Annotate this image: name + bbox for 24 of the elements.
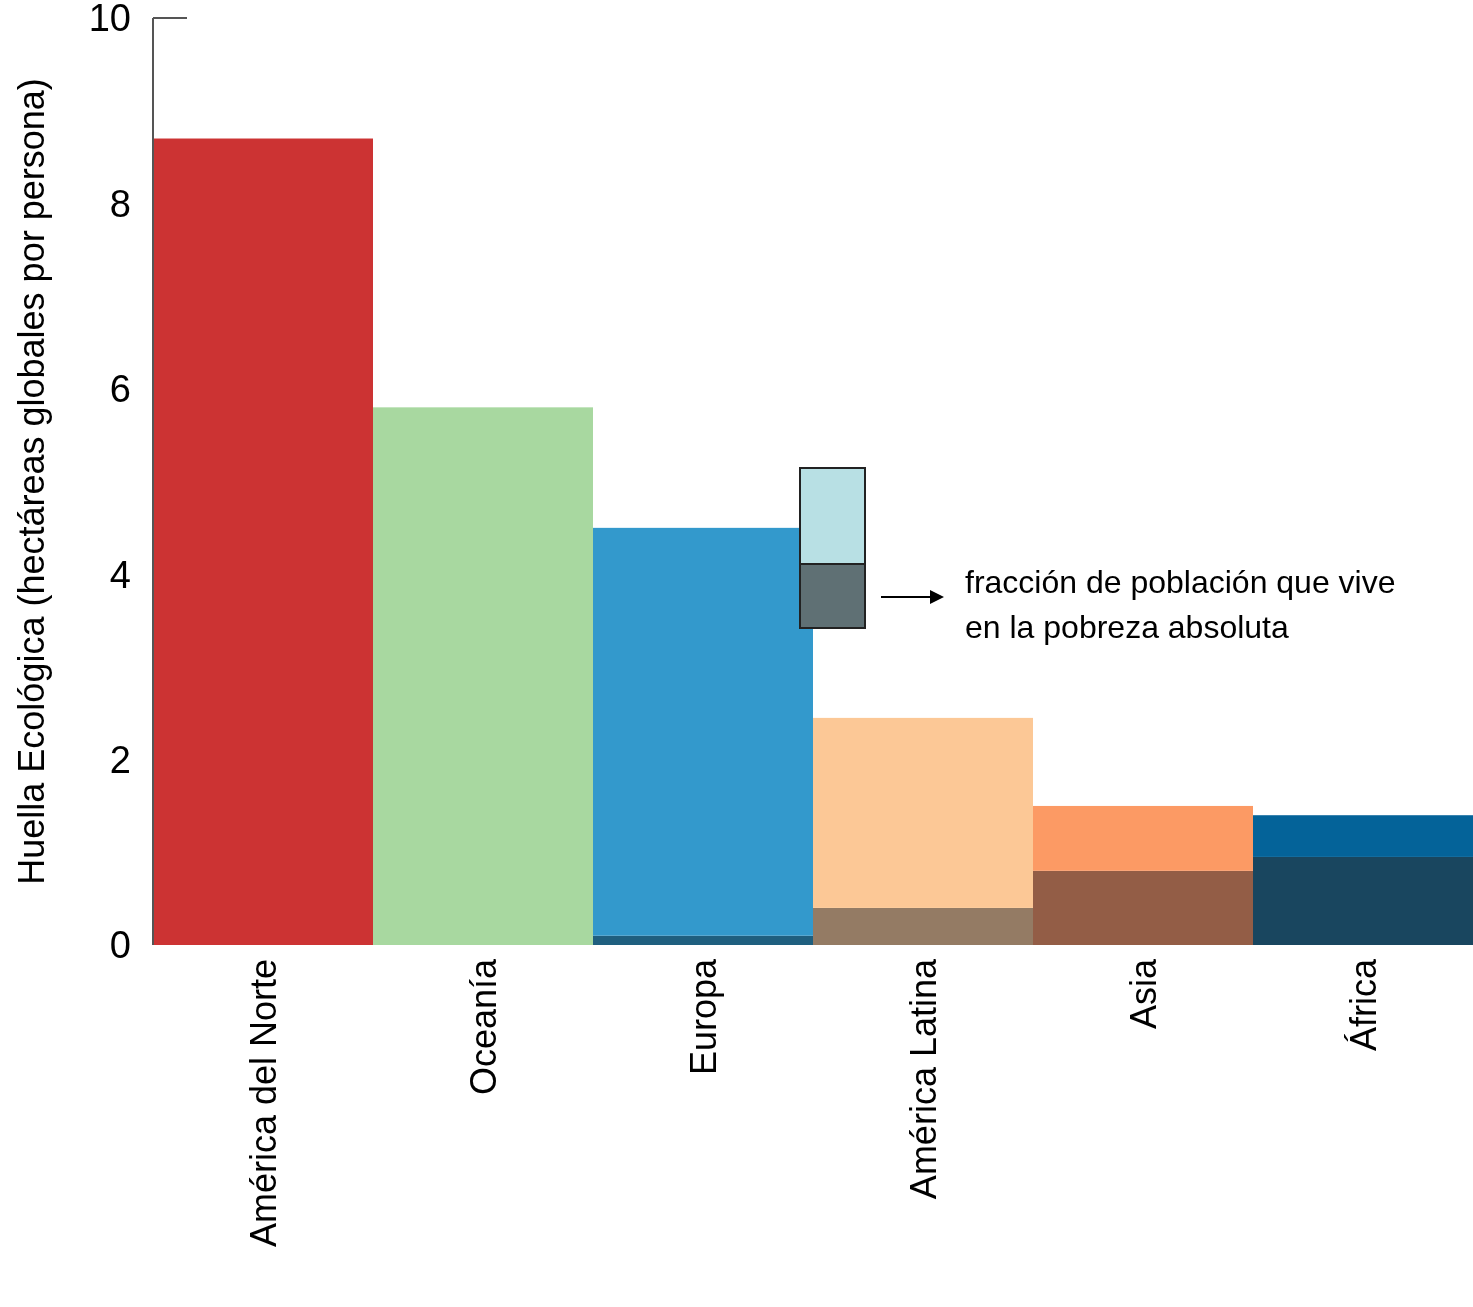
y-tick-label: 8 <box>109 182 131 225</box>
text: fracción de población que vive en la pobreza absoluta <box>965 564 1396 645</box>
x-tick-label: América del Norte <box>242 959 284 1248</box>
x-tick-label: Oceanía <box>462 958 504 1096</box>
bar <box>593 527 813 936</box>
bar <box>373 407 593 945</box>
bar <box>1253 815 1473 857</box>
y-tick-label: 4 <box>109 553 131 596</box>
bar <box>153 138 373 945</box>
bar <box>813 717 1033 908</box>
y-tick-label: 6 <box>109 368 131 411</box>
x-tick-label: Europa <box>682 958 724 1076</box>
y-tick-label: 10 <box>88 0 131 40</box>
x-tick-label: Asia <box>1122 958 1164 1030</box>
bar <box>1033 870 1253 945</box>
bar <box>813 907 1033 945</box>
y-tick-label: 2 <box>109 738 131 781</box>
x-tick-label: América Latina <box>902 958 944 1200</box>
y-tick-label: 0 <box>109 924 131 967</box>
y-axis-title: Huella Ecológica (hectáreas globales por persona) <box>11 78 52 885</box>
bar <box>1253 856 1473 945</box>
x-tick-label: África <box>1342 958 1384 1052</box>
bar <box>1033 805 1253 871</box>
bar <box>593 935 813 945</box>
